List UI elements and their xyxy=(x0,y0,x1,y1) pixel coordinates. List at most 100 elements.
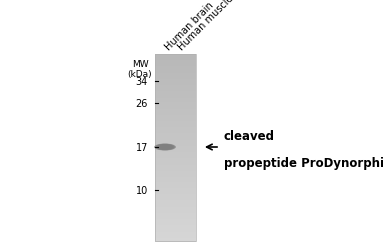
Bar xyxy=(155,86,196,88)
Bar xyxy=(155,193,196,195)
Bar xyxy=(155,117,196,119)
Bar xyxy=(155,224,196,226)
Bar xyxy=(155,104,196,106)
Bar xyxy=(155,90,196,92)
Bar xyxy=(155,218,196,220)
Bar xyxy=(155,236,196,238)
Bar xyxy=(155,58,196,60)
Bar xyxy=(155,168,196,170)
Bar xyxy=(155,207,196,209)
Bar xyxy=(155,232,196,234)
Bar xyxy=(155,166,196,168)
Bar xyxy=(155,103,196,105)
Bar xyxy=(155,61,196,63)
Bar xyxy=(155,137,196,139)
Bar xyxy=(155,190,196,192)
Ellipse shape xyxy=(162,146,167,149)
Text: 26: 26 xyxy=(136,98,148,108)
Bar xyxy=(155,198,196,200)
Bar xyxy=(155,134,196,136)
Ellipse shape xyxy=(160,146,170,149)
Bar xyxy=(155,56,196,58)
Bar xyxy=(155,160,196,162)
Bar xyxy=(155,140,196,142)
Bar xyxy=(155,131,196,133)
Bar xyxy=(155,205,196,208)
Bar xyxy=(155,129,196,131)
Bar xyxy=(155,238,196,240)
Bar xyxy=(155,154,196,156)
Bar xyxy=(155,165,196,167)
Bar xyxy=(155,94,196,96)
Bar xyxy=(155,184,196,186)
Bar xyxy=(155,187,196,189)
Bar xyxy=(155,233,196,235)
Bar xyxy=(155,138,196,141)
Bar xyxy=(155,120,196,122)
Bar xyxy=(155,204,196,206)
Bar xyxy=(155,212,196,214)
Bar xyxy=(155,208,196,210)
Bar xyxy=(155,210,196,212)
Bar xyxy=(155,164,196,166)
Ellipse shape xyxy=(161,146,169,149)
Bar xyxy=(155,55,196,241)
Bar xyxy=(155,83,196,85)
Ellipse shape xyxy=(157,145,173,150)
Bar xyxy=(155,148,196,150)
Bar xyxy=(155,159,196,161)
Bar xyxy=(155,72,196,74)
Bar xyxy=(155,240,196,242)
Bar xyxy=(155,182,196,184)
Bar xyxy=(155,188,196,190)
Bar xyxy=(155,132,196,134)
Bar xyxy=(155,62,196,64)
Bar xyxy=(155,150,196,152)
Text: 17: 17 xyxy=(136,142,148,152)
Text: Human brain: Human brain xyxy=(163,0,215,52)
Bar xyxy=(155,219,196,221)
Text: propeptide ProDynorphin: propeptide ProDynorphin xyxy=(224,156,385,169)
Bar xyxy=(155,115,196,117)
Bar xyxy=(155,122,196,124)
Ellipse shape xyxy=(156,144,174,150)
Bar xyxy=(155,157,196,159)
Bar xyxy=(155,230,196,232)
Bar xyxy=(155,180,196,182)
Bar xyxy=(155,55,196,57)
Bar xyxy=(155,101,196,103)
Bar xyxy=(155,60,196,62)
Bar xyxy=(155,118,196,120)
Bar xyxy=(155,97,196,99)
Bar xyxy=(155,194,196,196)
Bar xyxy=(155,170,196,172)
Bar xyxy=(155,98,196,100)
Bar xyxy=(155,199,196,201)
Bar xyxy=(155,179,196,181)
Bar xyxy=(155,145,196,147)
Bar xyxy=(155,143,196,145)
Bar xyxy=(155,128,196,130)
Bar xyxy=(155,152,196,154)
Bar xyxy=(155,222,196,224)
Bar xyxy=(155,75,196,77)
Bar xyxy=(155,221,196,223)
Bar xyxy=(155,228,196,231)
Bar xyxy=(155,185,196,187)
Bar xyxy=(155,69,196,71)
Ellipse shape xyxy=(155,144,175,150)
Bar xyxy=(155,196,196,198)
Bar xyxy=(155,114,196,116)
Bar xyxy=(155,64,196,66)
Text: MW
(kDa): MW (kDa) xyxy=(128,60,152,79)
Bar xyxy=(155,201,196,203)
Ellipse shape xyxy=(159,145,171,150)
Bar xyxy=(155,156,196,158)
Bar xyxy=(155,125,196,127)
Ellipse shape xyxy=(158,145,172,150)
Bar xyxy=(155,123,196,125)
Bar xyxy=(155,89,196,91)
Bar xyxy=(155,67,196,69)
Bar xyxy=(155,227,196,229)
Bar xyxy=(155,162,196,164)
